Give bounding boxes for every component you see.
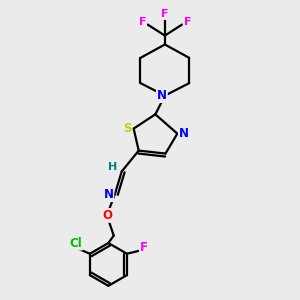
Text: F: F xyxy=(184,17,191,27)
Text: F: F xyxy=(139,17,146,27)
Text: Cl: Cl xyxy=(70,236,82,250)
Text: H: H xyxy=(108,162,117,172)
Text: F: F xyxy=(140,241,148,254)
Text: S: S xyxy=(123,122,131,134)
Text: N: N xyxy=(103,188,113,201)
Text: F: F xyxy=(161,9,169,19)
Text: N: N xyxy=(157,89,167,102)
Text: O: O xyxy=(102,209,112,222)
Text: N: N xyxy=(179,127,189,140)
